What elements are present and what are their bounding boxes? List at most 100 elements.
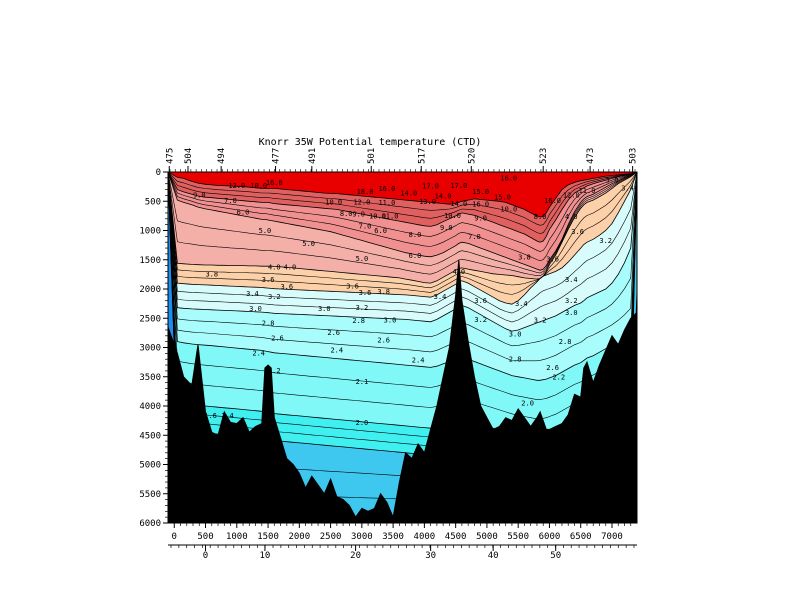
station-tick-label: 40 <box>488 551 499 561</box>
x-tick-label: 3500 <box>382 532 404 542</box>
station-tick-label: 20 <box>350 551 361 561</box>
isotherm-intermediate-1-0 <box>168 172 637 252</box>
contour-label: 3.8 <box>205 270 218 278</box>
y-tick-label: 4500 <box>139 431 161 441</box>
x-tick-label: 6500 <box>570 532 592 542</box>
contour-label: 12.0 <box>228 182 245 190</box>
top-station-label: 475 <box>165 148 175 164</box>
contour-label: 16.0 <box>500 174 517 182</box>
isotherm-intermediate-3-0 <box>168 172 637 289</box>
top-station-label: 501 <box>367 148 377 164</box>
bathymetry <box>168 259 637 523</box>
y-tick-label: 6000 <box>139 519 161 529</box>
x-tick-label: 2000 <box>288 532 310 542</box>
contour-label: 11.0 <box>382 212 399 220</box>
contour-label: 3.6 <box>359 289 372 297</box>
contour-label: 16.0 <box>266 179 283 187</box>
x-axis: 0 500 1000 1500 2000 2500 3000 3500 4000 4500 5000… <box>172 523 632 542</box>
contour-label: 3.4 <box>621 184 634 192</box>
contour-label: 3.6 <box>262 276 275 284</box>
isotherm-intermediate-0-0 <box>168 172 637 226</box>
isotherm-2-4 <box>168 172 637 381</box>
isotherm-intermediate-5-1 <box>168 172 637 362</box>
y-tick-label: 5500 <box>139 490 161 500</box>
top-station-label: 520 <box>467 148 477 164</box>
contour-label: 6.0 <box>409 252 422 260</box>
isotherm-intermediate-2-0 <box>168 172 637 274</box>
isotherm-intermediate-0-1 <box>168 172 637 234</box>
x-tick-label: 6000 <box>539 532 561 542</box>
contour-label: 8.0 <box>340 210 353 218</box>
contour-label: 2.8 <box>352 317 365 325</box>
contour-label: 3.4 <box>246 290 259 298</box>
contour-label: 3.2 <box>565 297 578 305</box>
x-tick-label: 4500 <box>445 532 467 542</box>
top-station-label: 523 <box>539 148 549 164</box>
contour-label: 3.0 <box>384 317 397 325</box>
contour-label: 3.6 <box>546 256 559 264</box>
contour-label: 4.0 <box>284 263 297 271</box>
isotherm-4 <box>168 172 637 284</box>
contour-label: 2.0 <box>521 400 534 408</box>
contour-label: 6.0 <box>237 208 250 216</box>
contour-label: 3.2 <box>599 237 612 245</box>
isotherm-intermediate-3-1 <box>168 172 637 295</box>
contour-label: 9.0 <box>193 191 206 199</box>
isotherm-8 <box>168 172 637 243</box>
contour-label: 2.6 <box>377 336 390 344</box>
contour-label: 18.0 <box>357 188 374 196</box>
contour-label: 1.4 <box>221 412 234 420</box>
top-station-label: 494 <box>217 148 227 164</box>
contour-label: 11.0 <box>378 199 395 207</box>
contour-label: 3.6 <box>280 283 293 291</box>
contour-label: 16.0 <box>378 185 395 193</box>
contour-label: 11.0 <box>579 187 596 195</box>
contour-label: 15.0 <box>472 188 489 196</box>
isotherm-intermediate-6-1 <box>168 172 637 420</box>
contour-label: 3.6 <box>474 297 487 305</box>
contour-label: 3.2 <box>534 317 547 325</box>
contour-label: 2.1 <box>356 378 369 386</box>
x-tick-label: 0 <box>172 532 177 542</box>
contour-label: 7.0 <box>468 233 481 241</box>
x-tick-label: 7000 <box>601 532 623 542</box>
isotherm-intermediate-6-0 <box>168 172 637 400</box>
contour-label: 2.6 <box>271 335 284 343</box>
contour-label: 2.8 <box>559 338 572 346</box>
contour-label: 7.0 <box>224 197 237 205</box>
top-station-label: 517 <box>417 148 427 164</box>
contour-label: 3.0 <box>249 305 262 313</box>
contour-label: 14.0 <box>435 193 452 201</box>
contour-label: 17.0 <box>422 183 439 191</box>
y-tick-label: 1500 <box>139 256 161 266</box>
top-station-label: 477 <box>272 148 282 164</box>
contour-label: 2.4 <box>330 346 343 354</box>
contour-label: 4.0 <box>268 263 281 271</box>
top-station-axis: 475 504 494 477 491 501 517 520 523 473 503 <box>165 148 639 173</box>
contour-label: 17.0 <box>450 182 467 190</box>
contour-label: 2.8 <box>509 356 522 364</box>
contour-label: 4.0 <box>565 213 578 221</box>
isotherm-intermediate-4-1 <box>168 172 637 323</box>
contour-label: 14.0 <box>450 200 467 208</box>
contour-label: 2.2 <box>268 367 281 375</box>
contour-label: 4.0 <box>452 268 465 276</box>
contour-label: 10.0 <box>250 182 267 190</box>
station-axis: 0 10 20 30 40 50 <box>168 544 637 561</box>
x-tick-label: 5000 <box>476 532 498 542</box>
contour-label: 3.8 <box>606 177 619 185</box>
top-station-label: 503 <box>629 148 639 164</box>
contour-label: 8.0 <box>409 231 422 239</box>
contour-label: 10.0 <box>500 205 517 213</box>
contour-label: 2.4 <box>252 349 265 357</box>
contour-label: 3.4 <box>565 276 578 284</box>
contour-label: 10.0 <box>444 212 461 220</box>
x-tick-label: 1500 <box>257 532 279 542</box>
contour-label: 2.2 <box>552 373 565 381</box>
contour-label: 6.0 <box>374 227 387 235</box>
station-tick-label: 50 <box>550 551 561 561</box>
isotherm-6 <box>168 172 637 271</box>
y-tick-label: 2000 <box>139 285 161 295</box>
y-tick-label: 0 <box>156 168 161 178</box>
contour-label: 15.0 <box>494 194 511 202</box>
